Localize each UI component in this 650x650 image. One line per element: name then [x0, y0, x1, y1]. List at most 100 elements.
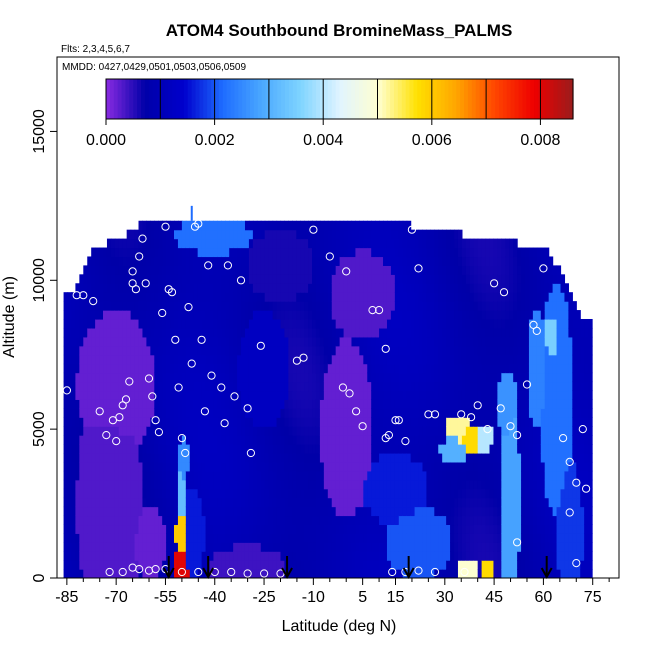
heat-cell	[288, 399, 293, 409]
heat-cell	[375, 426, 380, 436]
heat-cell	[331, 336, 337, 347]
heat-cell	[410, 354, 416, 365]
heat-cell	[564, 524, 569, 534]
heat-cell	[371, 461, 376, 472]
heat-cell	[79, 399, 84, 409]
heat-cell	[225, 444, 230, 454]
heat-cell	[331, 345, 337, 356]
heat-cell	[517, 301, 522, 311]
heat-cell	[197, 506, 203, 517]
heat-cell	[473, 292, 479, 302]
heat-cell	[268, 542, 274, 552]
heat-cell	[79, 336, 84, 347]
heat-cell	[390, 497, 396, 508]
heat-cell	[63, 390, 69, 400]
heat-cell	[319, 274, 325, 284]
heat-cell	[327, 363, 333, 374]
heat-cell	[331, 497, 337, 508]
heat-cell	[252, 506, 258, 517]
heat-cell	[280, 470, 286, 481]
heat-cell	[367, 390, 372, 400]
heat-cell	[536, 488, 542, 499]
heat-cell	[237, 283, 242, 293]
heat-cell	[79, 497, 84, 508]
heat-cell	[63, 408, 69, 418]
heat-cell	[213, 327, 218, 338]
heat-cell	[304, 560, 309, 570]
heat-cell	[177, 381, 183, 392]
heat-cell	[174, 515, 179, 526]
heat-cell	[418, 390, 424, 400]
heat-cell	[414, 497, 420, 508]
heat-cell	[394, 506, 400, 517]
heat-cell	[170, 318, 175, 329]
heat-cell	[315, 426, 321, 436]
heat-cell	[383, 488, 388, 499]
heat-cell	[536, 318, 542, 329]
heat-cell	[319, 372, 325, 383]
heat-cell	[327, 524, 333, 534]
heat-cell	[67, 560, 73, 570]
heat-cell	[564, 417, 569, 427]
heat-cell	[264, 452, 270, 463]
heat-cell	[315, 560, 321, 570]
heat-cell	[556, 569, 562, 578]
heat-cell	[130, 560, 136, 570]
heat-cell	[556, 265, 562, 275]
heat-cell	[67, 345, 73, 356]
heat-cell	[292, 247, 297, 258]
heat-cell	[166, 506, 171, 517]
heat-cell	[359, 372, 364, 383]
heat-cell	[461, 444, 467, 454]
heat-cell	[339, 506, 345, 517]
heat-cell	[154, 354, 159, 365]
heat-cell	[343, 515, 349, 526]
heat-cell	[430, 274, 435, 284]
heat-cell	[485, 390, 491, 400]
heat-cell	[280, 479, 286, 490]
heat-cell	[162, 220, 167, 231]
heat-cell	[398, 283, 404, 293]
heat-cell	[446, 435, 451, 445]
heat-cell	[394, 390, 400, 400]
heat-cell	[83, 551, 88, 561]
heat-cell	[367, 497, 372, 508]
heat-cell	[150, 533, 155, 543]
heat-cell	[304, 497, 309, 508]
heat-cell	[181, 327, 187, 338]
heat-cell	[134, 533, 140, 543]
heat-cell	[505, 327, 510, 338]
heat-cell	[532, 479, 538, 490]
heat-cell	[367, 470, 372, 481]
heat-cell	[418, 444, 424, 454]
heat-cell	[371, 345, 376, 356]
heat-cell	[205, 354, 211, 365]
heat-cell	[327, 318, 333, 329]
heat-cell	[339, 461, 345, 472]
heat-cell	[339, 345, 345, 356]
heat-cell	[351, 444, 357, 454]
heat-cell	[394, 551, 400, 561]
heat-cell	[87, 444, 92, 454]
heat-cell	[446, 390, 451, 400]
heat-cell	[434, 399, 439, 409]
heat-cell	[284, 506, 289, 517]
heat-cell	[394, 515, 400, 526]
heat-cell	[71, 381, 76, 392]
heat-cell	[154, 345, 159, 356]
heat-cell	[217, 551, 222, 561]
heat-cell	[426, 301, 431, 311]
heat-cell	[130, 444, 136, 454]
heat-cell	[501, 444, 506, 454]
heat-cell	[438, 461, 443, 472]
heat-cell	[457, 354, 463, 365]
heat-cell	[536, 399, 542, 409]
heat-cell	[280, 327, 286, 338]
heat-cell	[521, 479, 526, 490]
heat-cell	[442, 497, 447, 508]
heat-cell	[296, 470, 301, 481]
heat-cell	[327, 372, 333, 383]
heat-cell	[359, 452, 364, 463]
heat-cell	[114, 256, 120, 266]
heat-cell	[402, 265, 408, 275]
